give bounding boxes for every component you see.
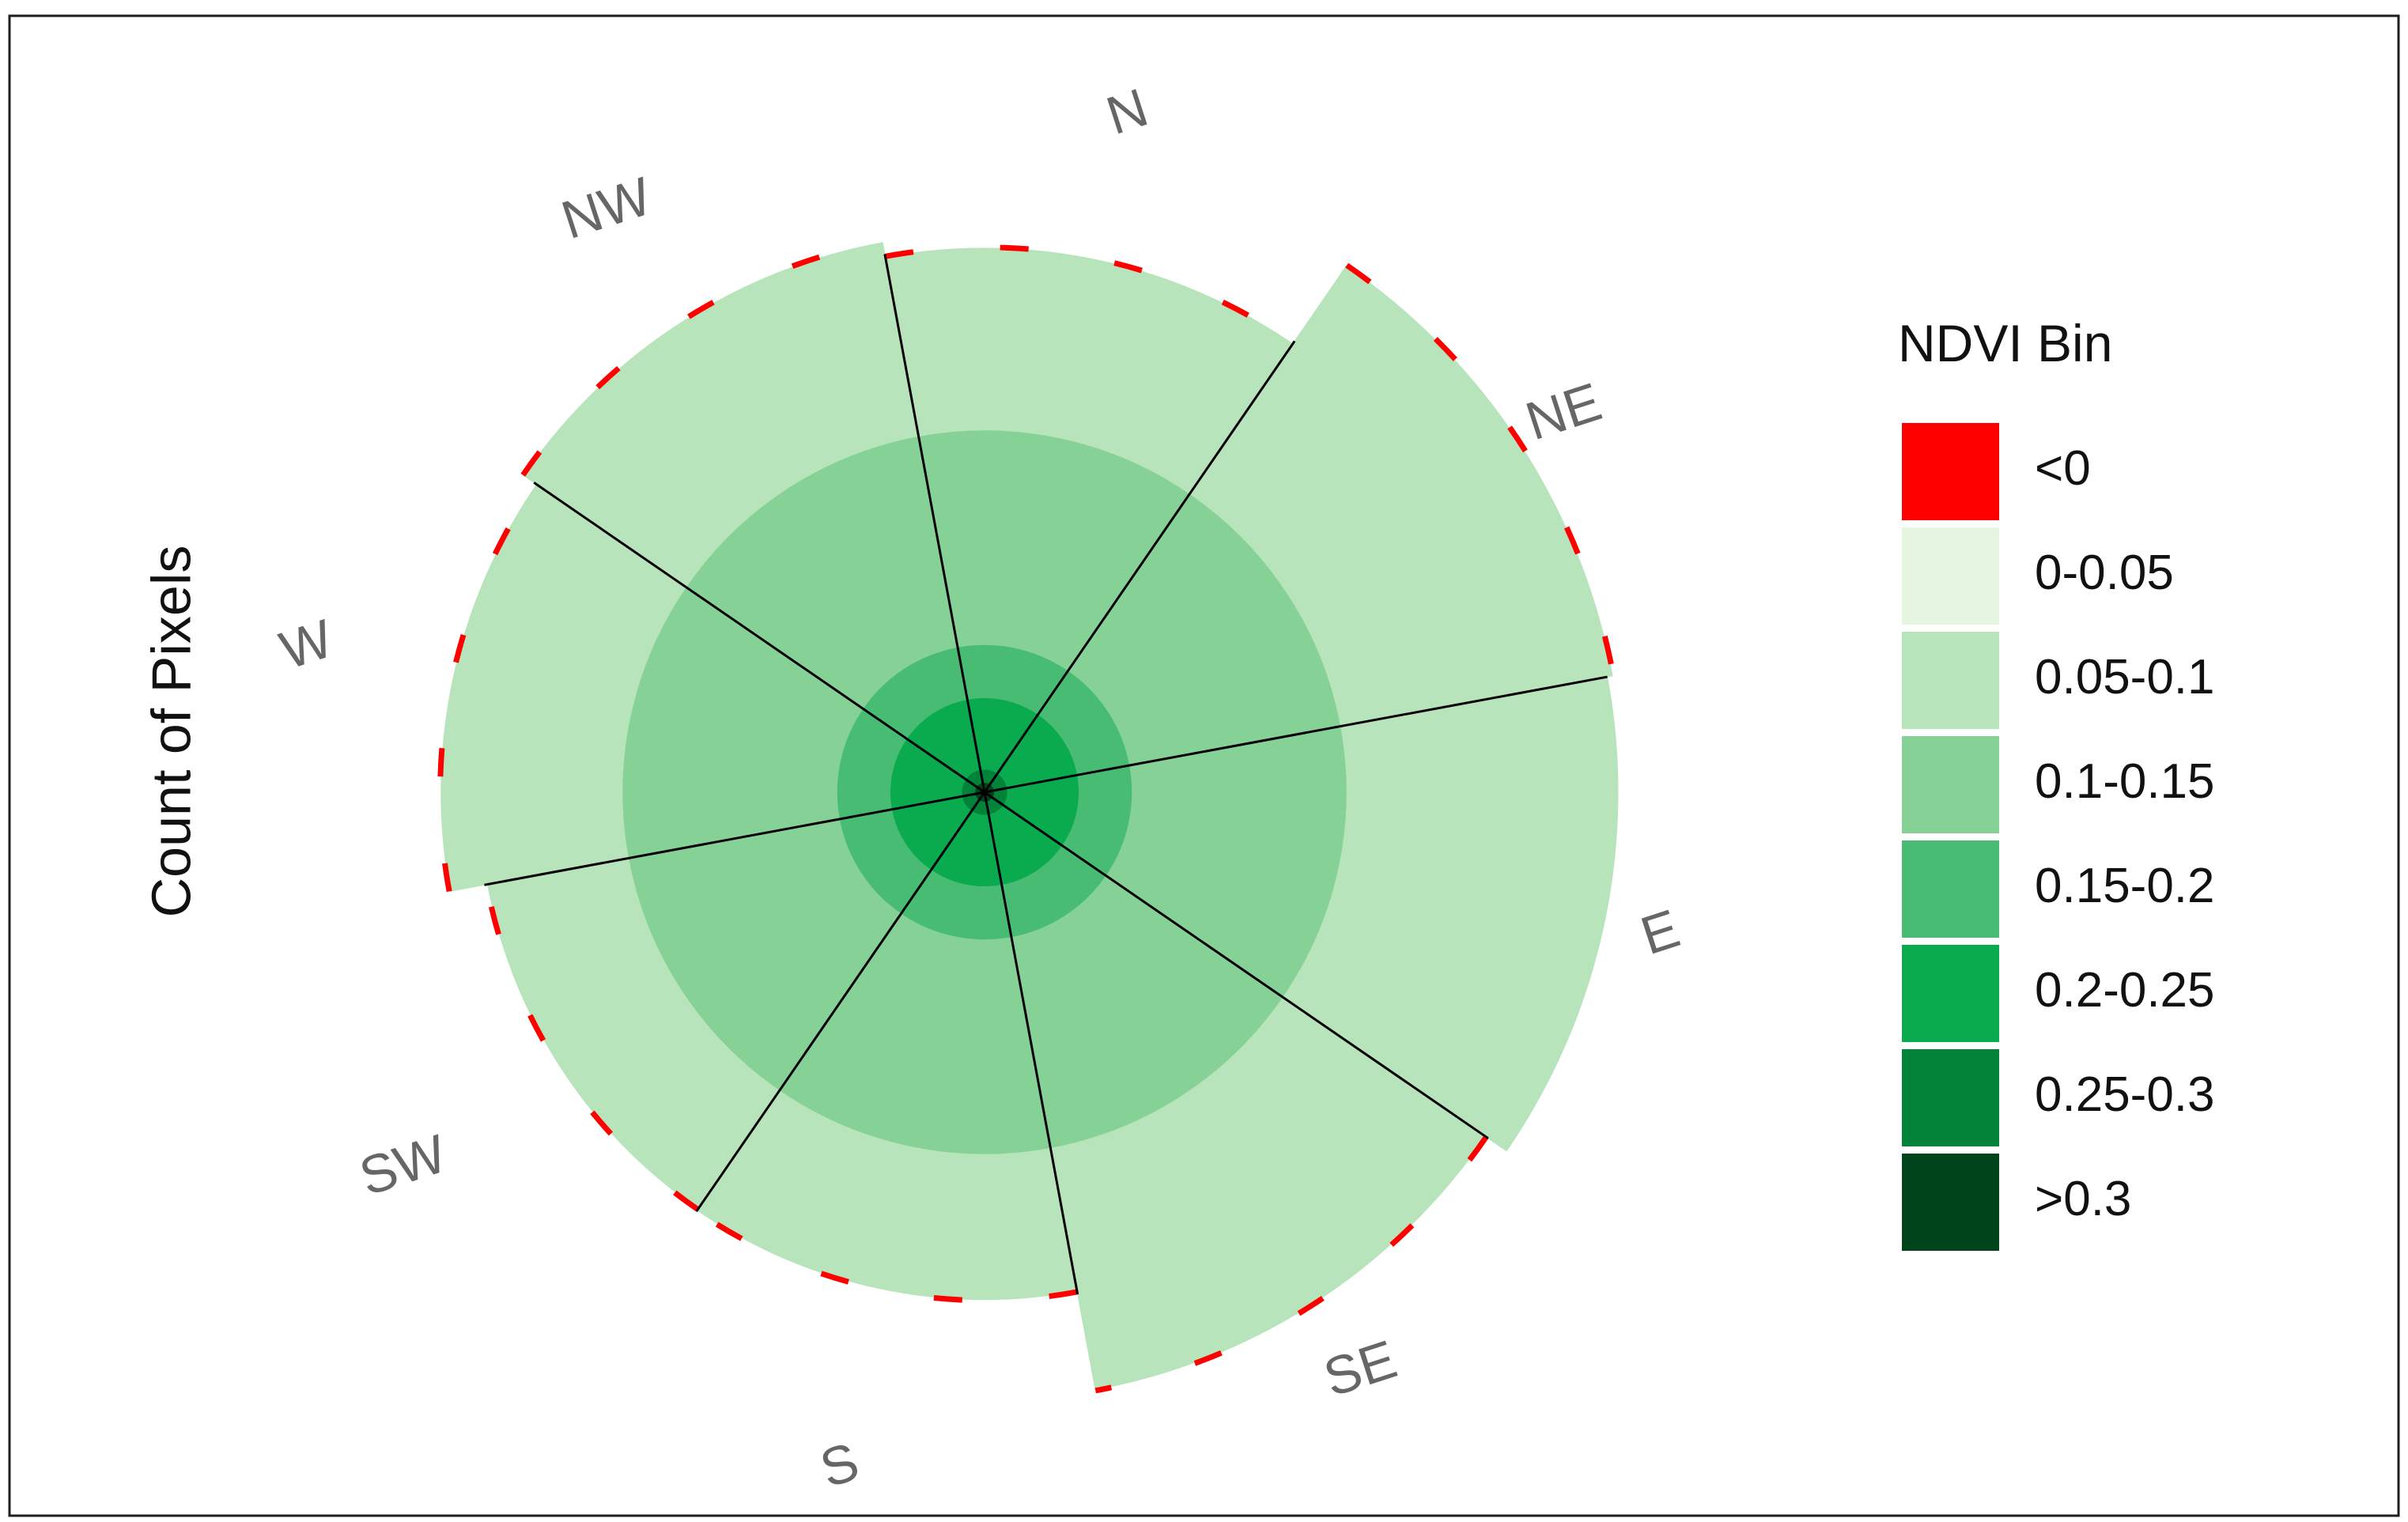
legend-swatch [1902, 423, 1999, 520]
separator-line [984, 675, 1608, 794]
separator-line [533, 482, 985, 794]
wedge-e-bin-0_05_0_1 [1282, 676, 1619, 1152]
wedge-se-bin-_0 [1094, 1135, 1489, 1394]
legend-label: >0.3 [2035, 1172, 2131, 1226]
wedge-n-bin-_0 [884, 244, 1295, 346]
wedge-ne-bin-_0 [1345, 262, 1616, 677]
legend-label: 0.1-0.15 [2035, 754, 2215, 809]
figure-border [8, 14, 2400, 1517]
legend-label: <0 [2035, 441, 2091, 496]
legend-swatch [1902, 1154, 1999, 1251]
rose-wedges [437, 239, 1619, 1394]
y-axis-label: Count of Pixels [140, 546, 202, 918]
separator-line [484, 791, 985, 886]
legend-label: 0.25-0.3 [2035, 1067, 2215, 1122]
legend-label: 0.15-0.2 [2035, 859, 2215, 913]
legend-swatch [1902, 945, 1999, 1042]
legend-swatch [1902, 736, 1999, 833]
legend-label: 0.05-0.1 [2035, 650, 2215, 704]
legend-swatch [1902, 840, 1999, 938]
separator-line [984, 791, 1489, 1139]
separator-line [695, 791, 986, 1212]
wedge-separators [484, 254, 1608, 1295]
legend-title: NDVI Bin [1898, 314, 2112, 372]
wedge-w-bin-_0 [437, 482, 539, 893]
separator-line [983, 791, 1079, 1295]
separator-line [983, 340, 1296, 793]
legend-swatch [1902, 527, 1999, 625]
separator-line [883, 254, 986, 793]
legend-label: 0.2-0.25 [2035, 963, 2215, 1018]
legend-swatch [1902, 632, 1999, 729]
legend: <0 0-0.05 0.05-0.1 0.1-0.15 0.15-0.2 0.2-0.25… [1902, 423, 2215, 1251]
legend-swatch [1902, 1049, 1999, 1146]
legend-label: 0-0.05 [2035, 546, 2174, 600]
